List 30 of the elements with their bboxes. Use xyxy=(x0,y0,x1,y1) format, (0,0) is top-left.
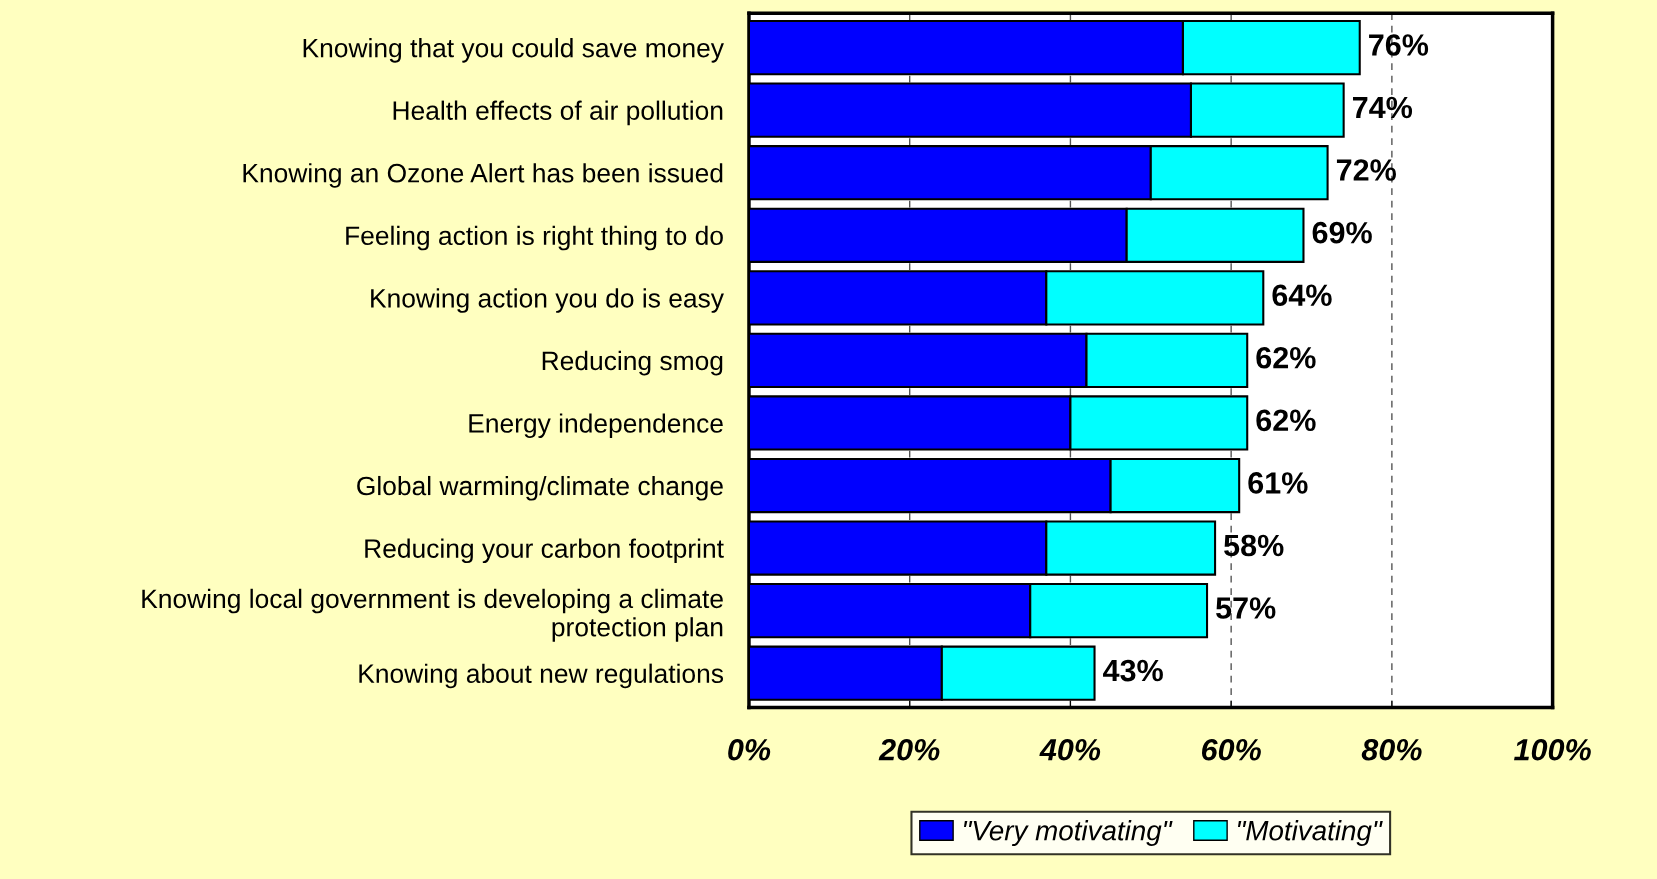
x-tick-label: 100% xyxy=(1514,738,1591,761)
total-label: 61% xyxy=(1248,472,1308,494)
x-tick-label: 80% xyxy=(1361,738,1422,761)
y-tick-label: Knowing about new regulations xyxy=(359,663,724,689)
y-tick-label: Knowing action you do is easy xyxy=(371,288,724,313)
y-tick-label: Global warming/climate change xyxy=(357,475,723,501)
y-tick-label: Knowing that you could save money xyxy=(303,38,724,63)
total-label: 43% xyxy=(1103,659,1163,682)
x-tick-label: 40% xyxy=(1039,738,1101,761)
total-label: 64% xyxy=(1272,284,1332,307)
x-tick-label: 0% xyxy=(728,738,771,761)
y-tick-label: Energy independence xyxy=(469,413,723,438)
y-tick-label: Knowing local government is developing a climate protection plan xyxy=(142,588,723,642)
total-label: 72% xyxy=(1336,159,1396,181)
legend-label: "Motivating" xyxy=(1237,820,1383,846)
total-label: 62% xyxy=(1256,346,1316,369)
y-tick-label: Reducing your carbon footprint xyxy=(365,538,724,564)
total-label: 57% xyxy=(1216,597,1276,619)
y-tick-label: Reducing smog xyxy=(542,350,723,376)
total-label: 62% xyxy=(1256,409,1316,432)
total-label: 74% xyxy=(1353,96,1413,119)
total-label: 58% xyxy=(1224,534,1284,557)
total-label: 76% xyxy=(1369,34,1429,56)
legend-label: "Very motivating" xyxy=(964,820,1173,846)
x-tick-label: 20% xyxy=(878,738,940,761)
x-tick-label: 60% xyxy=(1201,738,1261,761)
total-label: 69% xyxy=(1312,221,1372,244)
y-tick-label: Health effects of air pollution xyxy=(393,100,723,126)
y-tick-label: Feeling action is right thing to do xyxy=(346,225,723,251)
y-tick-label: Knowing an Ozone Alert has been issued xyxy=(243,163,723,188)
